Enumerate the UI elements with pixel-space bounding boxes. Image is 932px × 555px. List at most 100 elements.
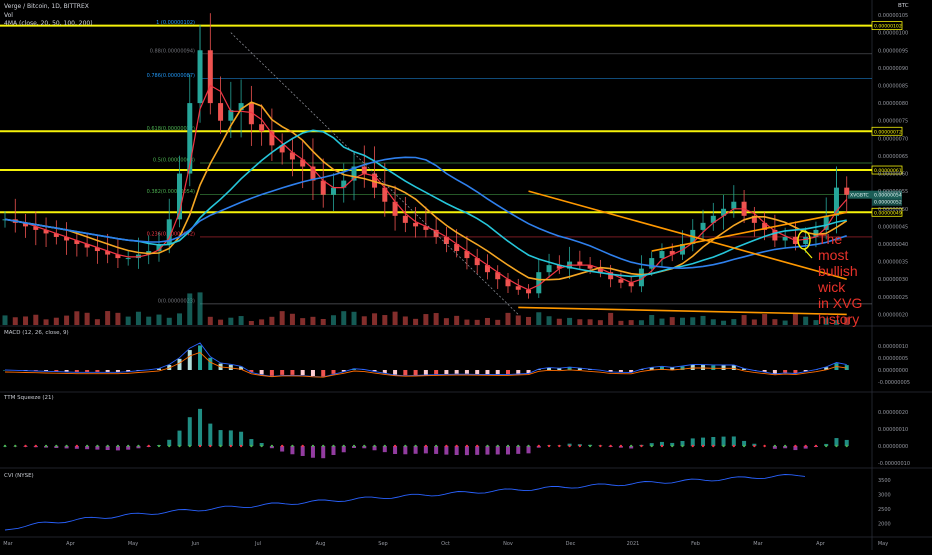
x-axis-label: Mar <box>753 541 763 547</box>
macd-histogram-bar <box>260 370 264 374</box>
support-trendline <box>518 307 846 314</box>
annotation-line: wick <box>818 279 862 295</box>
squeeze-histogram-bar <box>208 424 212 446</box>
macd-histogram-bar <box>198 345 202 370</box>
volume-bar <box>608 313 613 325</box>
fib-level-label: 0.88(0.00000094) <box>150 48 195 54</box>
squeeze-dot <box>199 445 201 447</box>
squeeze-dot <box>466 445 468 447</box>
squeeze-dot <box>774 445 776 447</box>
candle-body <box>844 188 849 195</box>
squeeze-dot <box>281 445 283 447</box>
candle-body <box>208 50 213 103</box>
volume-bar <box>588 319 593 325</box>
squeeze-dot <box>312 445 314 447</box>
volume-bar <box>280 311 285 325</box>
volume-bar <box>3 315 8 325</box>
squeeze-histogram-bar <box>455 446 459 455</box>
volume-bar <box>187 293 192 325</box>
squeeze-histogram-bar <box>239 432 243 446</box>
volume-bar <box>629 320 634 325</box>
volume-bar <box>772 319 777 325</box>
volume-bar <box>177 313 182 325</box>
squeeze-histogram-bar <box>331 446 335 455</box>
volume-bar <box>598 320 603 325</box>
volume-bar <box>639 320 644 325</box>
squeeze-dot <box>343 445 345 447</box>
volume-bar <box>228 318 233 325</box>
squeeze-dot <box>117 445 119 447</box>
x-axis-label: Mar <box>3 541 13 547</box>
macd-histogram-bar <box>75 370 79 372</box>
squeeze-dot <box>4 445 6 447</box>
macd-histogram-bar <box>178 359 182 370</box>
x-axis-label: Feb <box>691 541 700 547</box>
x-axis-label: Aug <box>316 541 326 547</box>
squeeze-dot <box>384 445 386 447</box>
volume-bar <box>495 320 500 325</box>
macd-histogram-bar <box>455 370 459 374</box>
squeeze-dot <box>55 445 57 447</box>
squeeze-dot <box>168 445 170 447</box>
squeeze-dot <box>702 445 704 447</box>
x-axis-label: Jul <box>254 541 261 547</box>
candle-body <box>362 167 367 174</box>
x-axis-label: May <box>128 541 138 547</box>
squeeze-dot <box>425 445 427 447</box>
volume-bar <box>85 313 90 325</box>
fib-level-label: 0.786(0.00000087) <box>147 73 195 79</box>
volume-bar <box>341 311 346 325</box>
price-axis-label: 0.00000035 <box>878 260 908 266</box>
macd-histogram-bar <box>95 370 99 372</box>
squeeze-dot <box>445 445 447 447</box>
macd-histogram-bar <box>485 370 489 374</box>
candle-body <box>618 279 623 283</box>
price-axis-label: 0.00000080 <box>878 101 908 107</box>
moving-average-line <box>5 102 847 280</box>
macd-histogram-bar <box>208 358 212 370</box>
squeeze-histogram-bar <box>701 438 705 446</box>
volume-bar <box>382 315 387 325</box>
volume-bar <box>649 315 654 325</box>
cvi-axis-label: 2000 <box>878 522 891 528</box>
volume-bar <box>485 318 490 325</box>
squeeze-histogram-bar <box>188 417 192 446</box>
volume-bar <box>413 319 418 325</box>
fib-level-label: 0.382(0.00000054) <box>147 189 195 195</box>
volume-bar <box>670 317 675 325</box>
squeeze-histogram-bar <box>198 409 202 446</box>
volume-bar <box>659 319 664 325</box>
price-axis-label: 0.00000070 <box>878 136 908 142</box>
squeeze-histogram-bar <box>465 446 469 455</box>
candle-body <box>701 223 706 230</box>
squeeze-dot <box>579 445 581 447</box>
macd-axis-label: 0.00000000 <box>878 368 908 374</box>
price-axis-label: 0.00000090 <box>878 66 908 72</box>
squeeze-dot <box>96 445 98 447</box>
candle-body <box>731 202 736 209</box>
squeeze-dot <box>743 445 745 447</box>
squeeze-dot <box>609 445 611 447</box>
squeeze-dot <box>353 445 355 447</box>
volume-bar <box>423 314 428 325</box>
squeeze-dot <box>24 445 26 447</box>
volume-bar <box>136 312 141 325</box>
highlight-pointer <box>804 249 812 258</box>
squeeze-histogram-bar <box>496 446 500 454</box>
squeeze-dot <box>189 445 191 447</box>
squeeze-histogram-bar <box>311 446 315 458</box>
x-axis-label: Apr <box>66 541 76 547</box>
moving-average-line <box>5 130 847 276</box>
x-axis-label: Dec <box>566 541 576 547</box>
squeeze-dot <box>650 445 652 447</box>
squeeze-dot <box>630 445 632 447</box>
squeeze-dot <box>322 445 324 447</box>
squeeze-dot <box>414 445 416 447</box>
squeeze-histogram-bar <box>444 446 448 455</box>
volume-bar <box>249 321 254 325</box>
squeeze-dot <box>507 445 509 447</box>
squeeze-dot <box>394 445 396 447</box>
price-axis-label: 0.00000055 <box>878 189 908 195</box>
squeeze-dot <box>794 445 796 447</box>
